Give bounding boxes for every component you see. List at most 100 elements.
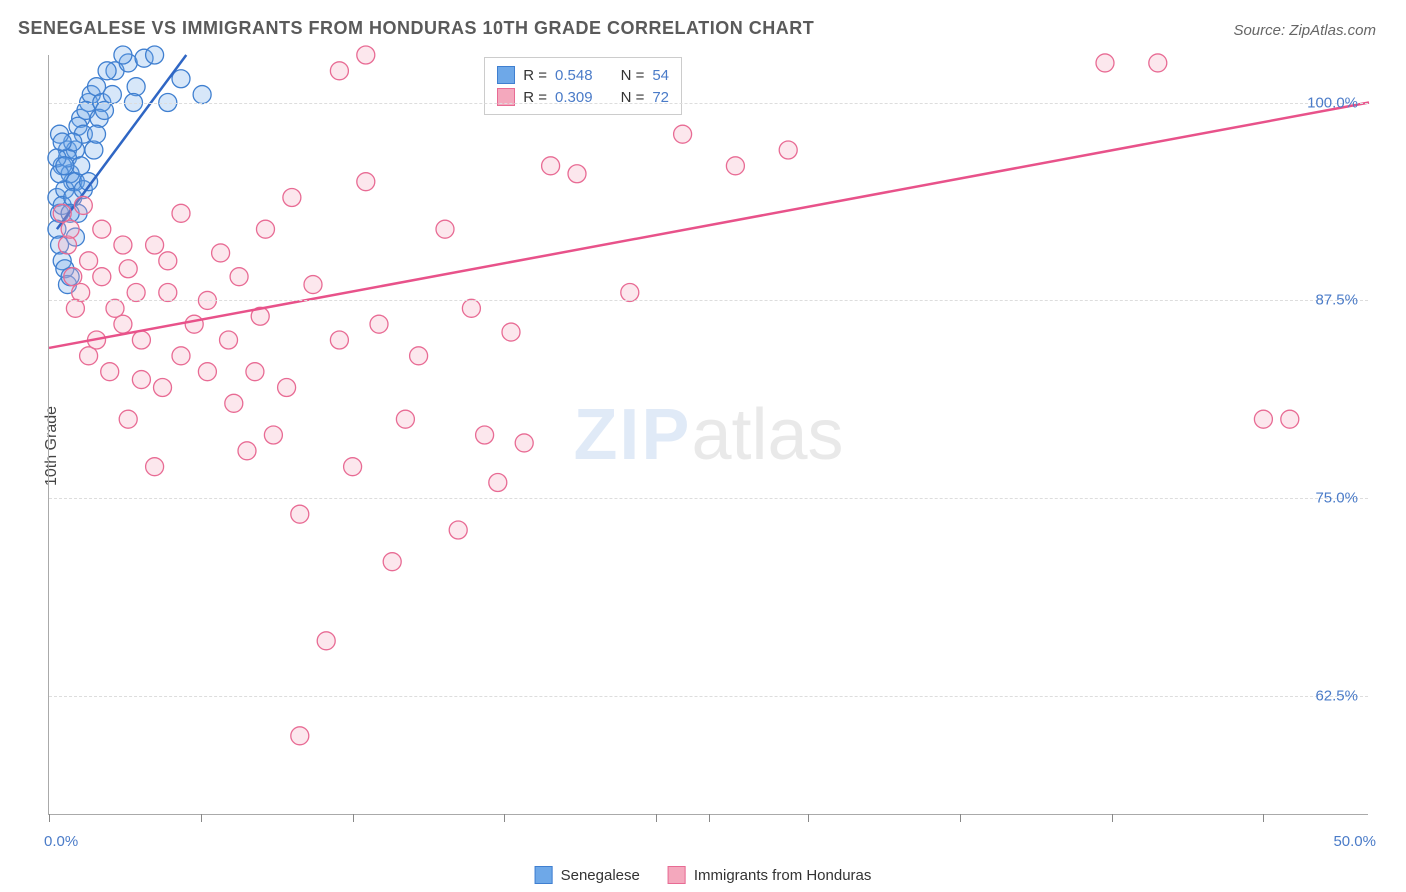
plot-area: ZIPatlas R =0.548N =54R =0.309N =72 100.… xyxy=(48,55,1368,815)
data-point xyxy=(159,252,177,270)
data-point xyxy=(230,268,248,286)
data-point xyxy=(436,220,454,238)
data-point xyxy=(1281,410,1299,428)
data-point xyxy=(212,244,230,262)
data-point xyxy=(114,46,132,64)
data-point xyxy=(64,268,82,286)
x-tick xyxy=(1263,814,1264,822)
data-point xyxy=(119,260,137,278)
data-point xyxy=(198,363,216,381)
data-point xyxy=(383,553,401,571)
stats-legend: R =0.548N =54R =0.309N =72 xyxy=(484,57,682,115)
trend-line xyxy=(49,103,1369,348)
data-point xyxy=(58,236,76,254)
chart-svg xyxy=(49,55,1368,814)
data-point xyxy=(357,173,375,191)
grid-line xyxy=(49,696,1368,697)
data-point xyxy=(93,268,111,286)
y-tick-label: 87.5% xyxy=(1315,292,1358,309)
data-point xyxy=(98,62,116,80)
data-point xyxy=(542,157,560,175)
data-point xyxy=(146,236,164,254)
data-point xyxy=(159,284,177,302)
grid-line xyxy=(49,103,1368,104)
data-point xyxy=(146,46,164,64)
data-point xyxy=(154,379,172,397)
data-point xyxy=(220,331,238,349)
x-tick xyxy=(709,814,710,822)
data-point xyxy=(132,331,150,349)
stats-legend-row: R =0.548N =54 xyxy=(497,64,669,86)
x-tick xyxy=(49,814,50,822)
data-point xyxy=(119,410,137,428)
data-point xyxy=(80,252,98,270)
data-point xyxy=(127,78,145,96)
data-point xyxy=(132,371,150,389)
x-axis-min-label: 0.0% xyxy=(44,833,78,850)
data-point xyxy=(621,284,639,302)
data-point xyxy=(489,474,507,492)
data-point xyxy=(114,236,132,254)
legend-label: Immigrants from Honduras xyxy=(694,867,872,884)
data-point xyxy=(1149,54,1167,72)
data-point xyxy=(53,204,71,222)
x-tick xyxy=(1112,814,1113,822)
x-tick xyxy=(656,814,657,822)
data-point xyxy=(283,189,301,207)
grid-line xyxy=(49,498,1368,499)
x-tick xyxy=(504,814,505,822)
legend-swatch xyxy=(535,866,553,884)
data-point xyxy=(515,434,533,452)
x-tick xyxy=(353,814,354,822)
data-point xyxy=(85,141,103,159)
data-point xyxy=(193,86,211,104)
data-point xyxy=(476,426,494,444)
data-point xyxy=(127,284,145,302)
data-point xyxy=(53,133,71,151)
chart-title: SENEGALESE VS IMMIGRANTS FROM HONDURAS 1… xyxy=(18,18,814,39)
data-point xyxy=(80,347,98,365)
r-value: 0.548 xyxy=(555,67,593,84)
data-point xyxy=(278,379,296,397)
data-point xyxy=(1096,54,1114,72)
grid-line xyxy=(49,300,1368,301)
data-point xyxy=(396,410,414,428)
data-point xyxy=(56,157,74,175)
data-point xyxy=(330,331,348,349)
data-point xyxy=(61,220,79,238)
data-point xyxy=(66,299,84,317)
data-point xyxy=(779,141,797,159)
stats-legend-row: R =0.309N =72 xyxy=(497,86,669,108)
legend-swatch xyxy=(497,66,515,84)
data-point xyxy=(74,196,92,214)
data-point xyxy=(449,521,467,539)
x-axis-max-label: 50.0% xyxy=(1333,833,1376,850)
y-tick-label: 100.0% xyxy=(1307,94,1358,111)
data-point xyxy=(88,125,106,143)
data-point xyxy=(304,276,322,294)
y-tick-label: 62.5% xyxy=(1315,688,1358,705)
data-point xyxy=(502,323,520,341)
bottom-legend: Senegalese Immigrants from Honduras xyxy=(535,866,872,884)
n-value: 54 xyxy=(652,67,669,84)
data-point xyxy=(410,347,428,365)
data-point xyxy=(172,204,190,222)
data-point xyxy=(146,458,164,476)
x-tick xyxy=(808,814,809,822)
data-point xyxy=(1254,410,1272,428)
data-point xyxy=(106,299,124,317)
x-tick xyxy=(201,814,202,822)
data-point xyxy=(330,62,348,80)
data-point xyxy=(225,394,243,412)
r-label: R = xyxy=(523,67,547,84)
data-point xyxy=(370,315,388,333)
data-point xyxy=(462,299,480,317)
data-point xyxy=(357,46,375,64)
data-point xyxy=(246,363,264,381)
data-point xyxy=(185,315,203,333)
data-point xyxy=(114,315,132,333)
legend-item: Senegalese xyxy=(535,866,640,884)
legend-label: Senegalese xyxy=(561,867,640,884)
data-point xyxy=(291,505,309,523)
data-point xyxy=(95,101,113,119)
